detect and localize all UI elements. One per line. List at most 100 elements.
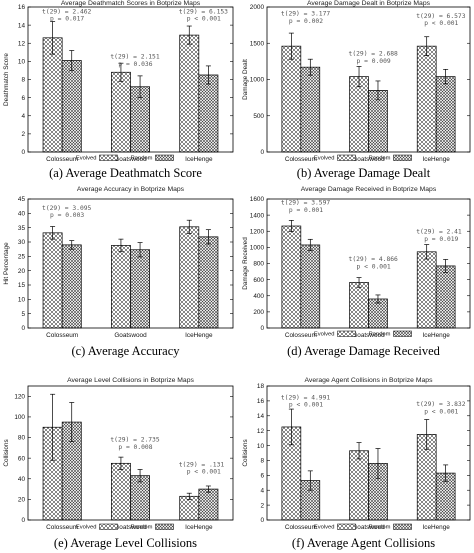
chart-title: Average Level Collisions in Botprize Map… (67, 377, 194, 384)
stat-annotation: t(29) = 3.095 p = 0.003 (42, 205, 91, 219)
stat-line: t(29) = 2.735 (110, 437, 159, 444)
legend-swatch-random (393, 154, 412, 161)
y-tick-label: 16 (18, 4, 26, 11)
stat-line: t(29) = .131 (179, 461, 225, 468)
stat-line: p < 0.001 (424, 408, 458, 415)
bar-evolved-colosseum (42, 232, 63, 329)
stat-line: t(29) = 3.597 (281, 200, 330, 207)
bar-random-colosseum (61, 60, 82, 153)
y-tick-label: 1200 (250, 228, 265, 235)
legend-label-random: Random (369, 525, 391, 531)
panel-caption: (e) Average Level Collisions (54, 536, 197, 550)
y-tick-label: 400 (253, 293, 264, 300)
y-axis-label: Collisions (242, 439, 249, 466)
x-tick-label-goatswood: Goatswood (352, 332, 385, 339)
bar-evolved-goatswood (111, 462, 131, 521)
stat-line: p < 0.001 (424, 20, 458, 27)
y-tick-label: 4 (260, 487, 264, 494)
legend-label-random: Random (369, 332, 391, 338)
y-axis-label: Damage Dealt (242, 59, 249, 100)
legend-swatch-evolved (337, 523, 356, 530)
y-tick-label: 20 (18, 268, 26, 275)
y-tick-label: 4 (21, 113, 25, 120)
stat-line: p < 0.001 (187, 16, 221, 23)
y-tick-label: 2000 (250, 4, 265, 11)
bar-random-icehenge (198, 236, 219, 329)
bar-random-colosseum (300, 244, 321, 329)
chart-panel-3: Average Accuracy in Botprize Maps 0 5 10 15 2… (3, 186, 234, 358)
y-tick-label: 800 (253, 261, 264, 268)
legend-swatch-evolved (337, 154, 356, 161)
y-tick-label: 16 (257, 398, 265, 405)
y-tick-label: 5 (21, 311, 25, 318)
legend-label-evolved: Evolved (314, 525, 335, 531)
legend-swatch-random (393, 330, 412, 337)
legend-swatch-random (155, 523, 174, 530)
bar-random-colosseum (300, 66, 321, 153)
y-axis-label: Hit Percentage (3, 242, 10, 285)
stat-annotation: t(29) = 2.688 p = 0.009 (349, 51, 398, 65)
legend-swatch-random (155, 154, 174, 161)
y-tick-label: 6 (21, 95, 25, 102)
x-tick-label-goatswood: Goatswood (114, 332, 147, 339)
stat-line: t(29) = 4.866 (349, 256, 398, 263)
bar-evolved-icehenge (179, 495, 200, 521)
bar-evolved-goatswood (349, 282, 369, 329)
y-tick-label: 1600 (250, 196, 265, 203)
legend-label-evolved: Evolved (314, 156, 335, 162)
y-tick-label: 20 (18, 497, 26, 504)
x-tick-label-goatswood: Goatswood (352, 524, 385, 531)
stat-line: t(29) = 6.153 (179, 8, 228, 15)
bar-evolved-icehenge (179, 34, 200, 153)
stat-line: t(29) = 4.991 (281, 394, 330, 401)
y-tick-label: 0 (260, 325, 264, 332)
y-tick-label: 40 (18, 476, 26, 483)
x-tick-label-icehenge: IceHenge (422, 156, 450, 163)
y-tick-label: 100 (14, 414, 25, 421)
bar-random-icehenge (198, 74, 219, 153)
stat-annotation: t(29) = 2.735 p = 0.008 (110, 437, 159, 451)
legend-label-evolved: Evolved (76, 525, 97, 531)
x-tick-label-colosseum: Colosseum (46, 332, 78, 339)
chart-panel-1: Average Deathmatch Scores in Botprize Ma… (3, 0, 234, 180)
y-tick-label: 18 (257, 383, 265, 390)
chart-panel-2: Average Damage Dealt in Botprize Maps 0 50… (242, 0, 471, 180)
x-tick-label-goatswood: Goatswood (114, 524, 147, 531)
y-tick-label: 14 (18, 22, 26, 29)
y-tick-label: 80 (18, 435, 26, 442)
legend-swatch-evolved (99, 154, 118, 161)
legend-swatch-evolved (337, 330, 356, 337)
y-tick-label: 0 (260, 149, 264, 156)
y-tick-label: 12 (257, 428, 265, 435)
stat-annotation: t(29) = 4.991 p < 0.001 (281, 394, 330, 408)
stat-line: p < 0.001 (357, 263, 391, 270)
legend-label-random: Random (369, 156, 391, 162)
stat-annotation: t(29) = 2.151 p = 0.036 (110, 54, 159, 68)
y-tick-label: 15 (18, 282, 26, 289)
y-tick-label: 1400 (250, 212, 265, 219)
bar-evolved-colosseum (281, 225, 302, 329)
stat-line: t(29) = 3.832 (416, 401, 465, 408)
stat-line: p = 0.036 (118, 61, 152, 68)
y-tick-label: 0 (260, 517, 264, 524)
stat-annotation: t(29) = .131 p < 0.001 (179, 461, 225, 475)
y-tick-label: 12 (18, 40, 26, 47)
legend-label-evolved: Evolved (76, 156, 97, 162)
x-tick-label-icehenge: IceHenge (185, 524, 213, 531)
x-tick-label-colosseum: Colosseum (285, 156, 317, 163)
panel-caption: (b) Average Damage Dealt (297, 166, 431, 180)
bar-evolved-goatswood (111, 245, 131, 329)
plot-frame (266, 6, 471, 153)
y-axis-label: Damage Received (242, 237, 249, 290)
stat-annotation: t(29) = 6.153 p < 0.001 (179, 8, 228, 22)
y-tick-label: 2 (21, 131, 25, 138)
y-tick-label: 14 (257, 413, 265, 420)
y-tick-label: 2 (260, 502, 264, 509)
plot-frame (27, 6, 234, 153)
legend-label-random: Random (131, 525, 153, 531)
y-tick-label: 500 (253, 113, 264, 120)
x-tick-label-colosseum: Colosseum (285, 524, 317, 531)
y-tick-label: 600 (253, 277, 264, 284)
y-tick-label: 6 (260, 473, 264, 480)
stat-line: t(29) = 2.41 (416, 229, 462, 236)
